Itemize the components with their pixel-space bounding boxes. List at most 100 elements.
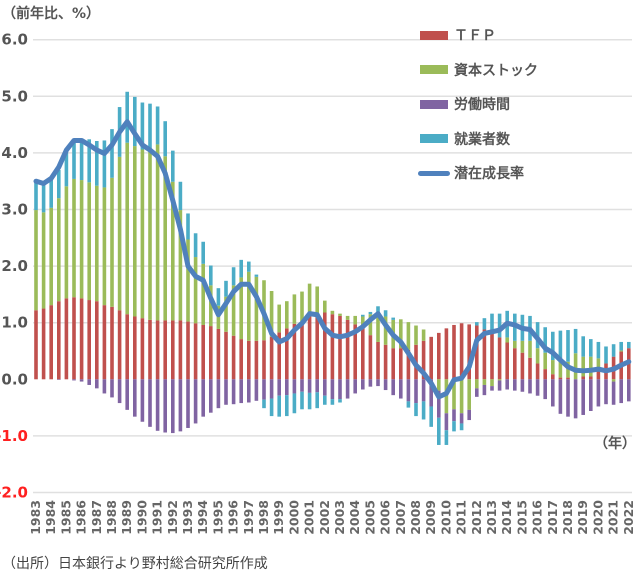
bar-segment-employment [224, 280, 228, 297]
bar-segment-hours [171, 379, 175, 434]
x-tick-label: 1983 [28, 500, 43, 535]
bar-segment-tfp [505, 342, 509, 380]
bar-segment-capital [178, 210, 183, 321]
bar-segment-capital [497, 379, 502, 381]
bar-segment-employment [49, 180, 53, 208]
bar-segment-tfp [224, 331, 228, 380]
x-tick-label: 2000 [286, 500, 301, 535]
bar-segment-hours [315, 379, 319, 393]
bar-segment-tfp [543, 369, 547, 380]
bar-segment-tfp [216, 328, 221, 380]
bar-segment-tfp [155, 320, 160, 380]
bar-segment-tfp [95, 301, 99, 380]
bar-segment-capital [224, 296, 228, 332]
bar-segment-tfp [247, 340, 251, 380]
bar-segment-capital [315, 286, 319, 314]
bar-segment-capital [414, 325, 418, 345]
bar-segment-hours [482, 384, 487, 396]
bar-segment-tfp [497, 337, 502, 380]
x-tick-label: 2020 [590, 500, 605, 535]
bar-segment-hours [345, 379, 350, 399]
y-tick-label: 3.0 [1, 201, 28, 219]
bar-segment-tfp [201, 324, 205, 380]
bar-segment-tfp [345, 319, 350, 380]
bar-segment-tfp [133, 316, 137, 380]
bar-segment-hours [87, 379, 91, 385]
bar-segment-hours [520, 379, 525, 392]
bar-segment-hours [513, 379, 517, 391]
bar-segment-capital [361, 316, 365, 329]
bar-segment-hours [57, 379, 61, 380]
y-tick-label: 1.0 [1, 314, 28, 332]
bar-segment-hours [414, 379, 418, 404]
bar-segment-hours [247, 379, 251, 403]
bar-segment-tfp [391, 348, 395, 380]
bar-segment-employment [482, 318, 487, 330]
bar-segment-tfp [452, 324, 456, 380]
bar-segment-hours [330, 379, 335, 400]
bar-segment-tfp [437, 332, 441, 380]
bar-segment-tfp [262, 340, 266, 380]
bar-segment-capital [383, 316, 388, 345]
bar-segment-capital [619, 350, 623, 352]
bar-segment-capital [467, 379, 471, 410]
bar-segment-tfp [315, 313, 319, 380]
bar-segment-employment [376, 306, 380, 313]
bar-segment-capital [155, 144, 160, 321]
bar-segment-capital [247, 271, 251, 341]
bar-segment-employment [64, 151, 69, 187]
bar-segment-capital [368, 314, 373, 336]
bar-segment-hours [193, 379, 198, 424]
bar-segment-hours [604, 379, 608, 405]
bar-segment-employment [140, 102, 145, 150]
x-tick-label: 2008 [408, 500, 423, 535]
x-tick-label: 2016 [530, 500, 545, 535]
bar-segment-hours [307, 379, 312, 393]
bar-segment-capital [558, 361, 563, 378]
bar-segment-tfp [254, 340, 259, 380]
bar-segment-hours [543, 379, 547, 400]
bar-segment-tfp [163, 320, 167, 380]
bar-segment-capital [421, 329, 426, 341]
bar-segment-capital [300, 291, 304, 322]
x-tick-label: 1999 [271, 500, 286, 535]
bar-segment-capital [330, 310, 335, 315]
bar-segment-tfp [64, 298, 69, 380]
x-tick-label: 1988 [104, 500, 119, 535]
bar-segment-hours [391, 379, 395, 396]
bar-segment-hours [216, 379, 221, 409]
bar-segment-tfp [475, 325, 479, 380]
x-tick-label: 1996 [226, 500, 241, 535]
bar-segment-hours [368, 379, 373, 387]
bar-segment-capital [323, 300, 327, 313]
bar-segment-hours [444, 413, 449, 431]
bar-segment-employment [361, 314, 365, 317]
bar-segment-hours [323, 379, 327, 396]
bar-segment-capital [231, 285, 236, 336]
bar-segment-hours [262, 379, 266, 400]
bar-segment-employment [171, 150, 175, 182]
y-tick-label: 4.0 [1, 144, 28, 162]
legend-item-capital: 資本ストック [420, 53, 538, 88]
bar-segment-capital [110, 177, 114, 307]
bar-segment-hours [551, 379, 555, 407]
bar-segment-hours [383, 379, 388, 391]
bar-segment-employment [581, 336, 585, 357]
x-tick-label: 1993 [180, 500, 195, 535]
legend-label: ＴＦＰ [454, 28, 496, 45]
x-tick-label: 2021 [606, 500, 621, 535]
bar-segment-employment [186, 213, 190, 240]
bar-segment-capital [34, 210, 38, 311]
bar-segment-hours [72, 379, 76, 381]
bar-segment-employment [102, 140, 107, 188]
bar-segment-employment [247, 261, 251, 272]
bar-segment-employment [573, 328, 578, 354]
bar-segment-capital [338, 313, 342, 316]
bar-segment-hours [292, 379, 297, 394]
bar-segment-capital [269, 291, 274, 337]
bar-segment-tfp [110, 306, 114, 380]
bar-segment-employment [178, 181, 183, 211]
bar-segment-hours [148, 379, 152, 427]
bar-segment-capital [239, 277, 243, 340]
legend-swatch-hours [420, 99, 448, 109]
